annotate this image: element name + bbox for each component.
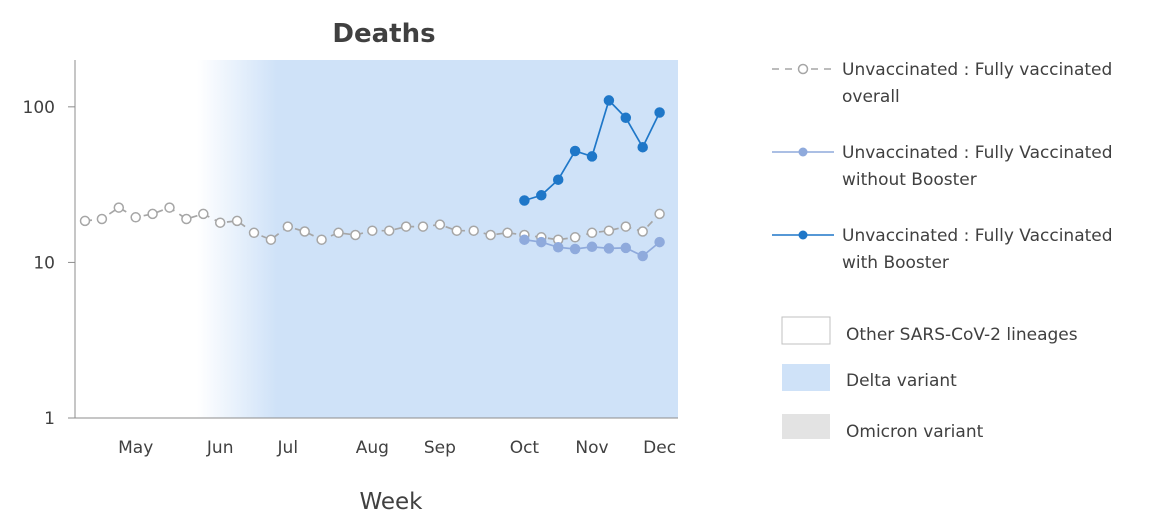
series-0-point — [282, 221, 294, 232]
legend-item-other-lineages: Other SARS-CoV-2 lineages — [781, 316, 1078, 345]
y-tick-label: 100 — [23, 98, 55, 118]
series-0-point — [130, 212, 141, 223]
x-axis-title: Week — [359, 489, 423, 515]
series-1-point — [603, 243, 615, 254]
legend-label-with-booster-line2: with Booster — [842, 253, 949, 273]
series-0-point — [350, 229, 361, 241]
legend-label-without-booster-line2: without Booster — [842, 170, 977, 190]
y-tick-label: 10 — [33, 253, 55, 273]
variant-bands — [197, 60, 678, 418]
series-0-point — [383, 225, 395, 236]
series-0-point — [603, 225, 615, 236]
series-1-point — [586, 241, 598, 253]
series-0-point — [586, 227, 598, 239]
delta-transition-band — [197, 60, 277, 418]
series-1-point — [536, 236, 547, 248]
series-0-point — [113, 202, 125, 213]
series-2-point — [654, 107, 665, 118]
series-2-point — [536, 190, 547, 201]
x-tick-label: Jun — [206, 438, 234, 458]
series-0-point — [451, 225, 463, 236]
axes — [68, 60, 678, 419]
series-2-point — [519, 195, 530, 206]
legend-label-with-booster-line1: Unvaccinated : Fully Vaccinated — [842, 226, 1113, 246]
series-1-point — [569, 243, 581, 255]
x-tick-label: Nov — [575, 438, 608, 458]
x-tick-label: May — [118, 438, 153, 458]
series-0-point — [316, 234, 327, 245]
series-0-point — [214, 217, 226, 228]
series-2-point — [637, 141, 648, 153]
series-0-point — [248, 227, 260, 239]
legend-item-without-booster: Unvaccinated : Fully Vaccinated without … — [772, 143, 1113, 190]
series-1-point — [637, 250, 648, 262]
series-1-point — [552, 242, 564, 253]
series-1-point — [519, 234, 530, 245]
series-2-point — [552, 174, 564, 185]
series-0-point — [468, 225, 479, 236]
series-0-point — [637, 226, 648, 237]
legend-item-overall: Unvaccinated : Fully vaccinated overall — [772, 60, 1112, 107]
series-0-point — [265, 234, 277, 245]
series-0-point — [333, 227, 344, 239]
delta-variant-band — [277, 60, 678, 418]
chart-title: Deaths — [332, 19, 435, 49]
legend: Unvaccinated : Fully vaccinated overall … — [772, 60, 1113, 442]
x-tick-label: Oct — [510, 438, 540, 458]
series-0-point — [434, 219, 446, 230]
legend-label-without-booster-line1: Unvaccinated : Fully Vaccinated — [842, 143, 1113, 163]
series-0-point — [654, 208, 665, 220]
series-0-point — [164, 202, 175, 213]
series-0-point — [181, 213, 192, 225]
y-tick-label: 1 — [44, 409, 55, 429]
series-layer — [79, 95, 665, 262]
series-0-point — [147, 208, 158, 220]
series-2-point — [620, 112, 632, 124]
legend-item-omicron: Omicron variant — [782, 414, 984, 442]
legend-swatch-other-lineages — [781, 316, 831, 345]
series-0-point — [231, 215, 243, 227]
series-0-point — [299, 226, 310, 237]
series-0-point — [620, 221, 632, 232]
legend-item-delta: Delta variant — [782, 364, 957, 391]
x-tick-label: Sep — [424, 438, 456, 458]
series-0-point — [198, 208, 209, 220]
x-tick-label: Dec — [643, 438, 676, 458]
legend-swatch-omicron — [782, 414, 830, 439]
legend-label-overall-line1: Unvaccinated : Fully vaccinated — [842, 60, 1112, 80]
legend-item-with-booster: Unvaccinated : Fully Vaccinated with Boo… — [772, 226, 1113, 273]
series-0-point — [485, 229, 496, 241]
legend-marker-without-booster — [798, 147, 808, 157]
series-1-point — [654, 236, 665, 248]
series-0-point — [502, 227, 513, 239]
series-0-point — [417, 221, 429, 232]
series-2-point — [569, 145, 581, 157]
legend-marker-with-booster — [798, 230, 808, 240]
series-0-point — [79, 215, 91, 227]
series-0-point — [400, 221, 412, 232]
y-ticks: 1 10 100 — [23, 98, 75, 429]
x-tick-label: Aug — [356, 438, 389, 458]
series-0-point — [96, 213, 108, 225]
legend-label-other-lineages: Other SARS-CoV-2 lineages — [846, 325, 1078, 345]
legend-label-overall-line2: overall — [842, 87, 900, 107]
legend-label-delta: Delta variant — [846, 371, 957, 391]
legend-label-omicron: Omicron variant — [846, 422, 984, 442]
series-2-point — [603, 95, 615, 106]
legend-marker-overall — [797, 63, 809, 75]
legend-swatch-delta — [782, 364, 830, 391]
series-2-point — [586, 151, 598, 162]
series-0-point — [367, 225, 378, 236]
x-tick-label: Jul — [277, 438, 299, 458]
series-0-point — [569, 232, 581, 243]
series-1-point — [620, 242, 632, 254]
x-ticks: May Jun Jul Aug Sep Oct Nov Dec — [118, 438, 676, 458]
